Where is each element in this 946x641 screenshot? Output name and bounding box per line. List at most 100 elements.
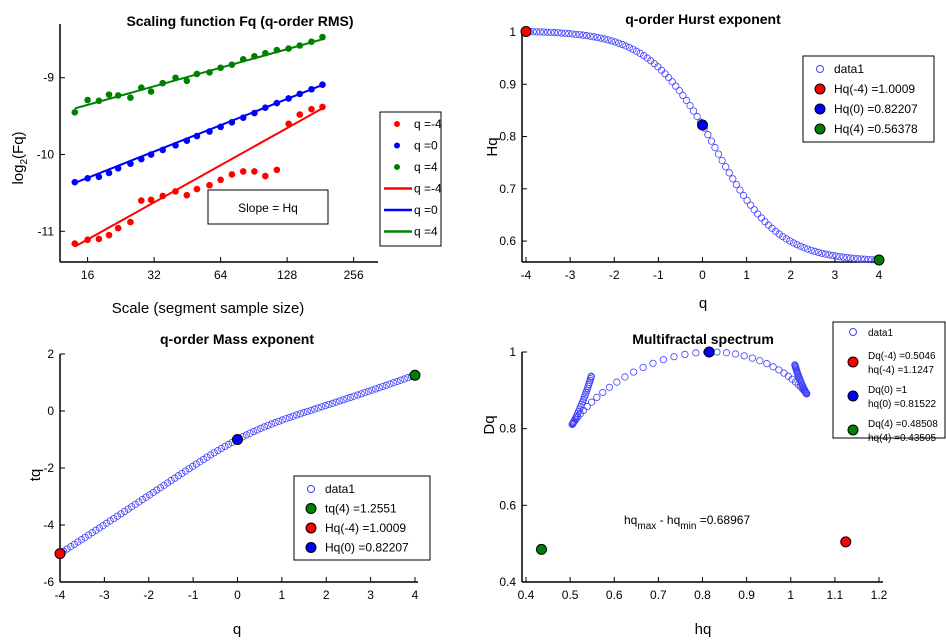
- width-annotation: hqmax - hqmin =0.68967: [624, 513, 750, 532]
- data-point: [325, 400, 333, 409]
- data-point: [375, 384, 383, 392]
- data-point: [289, 412, 297, 420]
- data-point: [389, 379, 398, 387]
- data-point: [354, 391, 362, 399]
- data-point: [203, 453, 211, 461]
- data-point: [84, 175, 91, 182]
- data-point: [761, 218, 769, 226]
- x-tick-label: 3: [367, 588, 374, 602]
- data-point: [357, 390, 365, 398]
- data-point: [661, 70, 669, 78]
- data-point: [183, 137, 191, 144]
- data-point: [689, 107, 698, 115]
- legend-marker: [847, 424, 859, 436]
- data-point: [379, 382, 387, 391]
- data-point: [818, 249, 826, 257]
- legend-label: q =4: [414, 225, 438, 239]
- data-point: [681, 350, 689, 359]
- data-point: [159, 192, 167, 200]
- y-tick-label: 0.4: [499, 575, 516, 589]
- x-tick-label: -1: [653, 268, 664, 282]
- data-point: [95, 235, 103, 243]
- data-point: [350, 392, 358, 400]
- data-point: [554, 29, 562, 37]
- data-point: [174, 472, 182, 480]
- data-point: [285, 45, 292, 52]
- data-point: [262, 49, 269, 57]
- data-point: [572, 30, 580, 38]
- x-tick-label: 0.8: [694, 588, 711, 602]
- data-point: [754, 210, 762, 218]
- legend-box: [293, 475, 431, 561]
- data-point: [217, 444, 225, 453]
- data-point: [103, 519, 111, 527]
- data-point: [273, 46, 281, 54]
- legend-label: q =0: [414, 203, 438, 217]
- data-point: [679, 91, 687, 99]
- data-point: [105, 169, 113, 177]
- data-point: [250, 427, 258, 436]
- data-point: [821, 250, 830, 258]
- y-axis-label: Hq: [484, 137, 501, 156]
- data-point: [672, 82, 680, 90]
- data-point: [339, 396, 347, 404]
- highlight-point: [54, 548, 66, 560]
- chart-title: Multifractal spectrum: [632, 331, 774, 347]
- data-point: [137, 155, 145, 163]
- data-point: [159, 146, 167, 154]
- data-point: [864, 255, 872, 264]
- data-point: [92, 526, 100, 534]
- x-tick-label: -4: [55, 588, 66, 602]
- x-tick-label: 1.1: [827, 588, 844, 602]
- data-point: [210, 449, 218, 457]
- data-point: [251, 168, 258, 175]
- data-point: [228, 118, 236, 126]
- data-point: [718, 156, 726, 165]
- data-point: [106, 517, 114, 525]
- data-point: [857, 255, 865, 263]
- data-point: [260, 423, 268, 431]
- data-point: [593, 33, 601, 42]
- scaling-function-panel: Scaling function Fq (q-order RMS) 16 32 64…: [10, 13, 442, 317]
- legend-label: Dq(4) =0.48508: [868, 419, 938, 430]
- data-point: [550, 29, 559, 37]
- data-point: [206, 181, 213, 189]
- x-tick-label: 256: [344, 268, 364, 282]
- x-tick-label: 1: [787, 588, 794, 602]
- x-axis-label: hq: [695, 621, 712, 638]
- data-point: [615, 39, 623, 47]
- chart-title: q-order Mass exponent: [160, 331, 314, 347]
- data-point: [713, 348, 721, 356]
- data-point: [397, 376, 405, 384]
- data-point: [95, 173, 103, 181]
- legend-label: q =-4: [414, 117, 442, 131]
- data-point: [84, 236, 91, 244]
- data-point: [74, 538, 82, 546]
- data-point: [707, 137, 716, 145]
- data-point: [300, 409, 308, 417]
- data-point: [829, 251, 837, 260]
- data-point: [242, 431, 251, 439]
- data-point: [575, 31, 584, 39]
- data-point: [153, 486, 161, 494]
- slope-annotation-box: [207, 189, 329, 225]
- data-point: [657, 66, 666, 74]
- data-point: [665, 74, 673, 82]
- data-point: [368, 386, 376, 394]
- x-tick-label: 4: [876, 268, 883, 282]
- data-point: [185, 465, 193, 473]
- data-point: [346, 393, 355, 402]
- data-point: [228, 61, 236, 68]
- data-point: [183, 77, 191, 85]
- data-point: [579, 31, 587, 39]
- data-point: [711, 144, 719, 152]
- x-tick-label: 16: [81, 268, 95, 282]
- data-point: [558, 29, 566, 37]
- data-point: [587, 372, 595, 380]
- legend-marker: [849, 328, 857, 336]
- legend-label: data1: [868, 328, 893, 339]
- legend-label: q =-4: [414, 182, 442, 196]
- legend-label: Hq(-4) =1.0009: [834, 82, 915, 96]
- data-point: [571, 415, 579, 423]
- data-point: [296, 90, 304, 98]
